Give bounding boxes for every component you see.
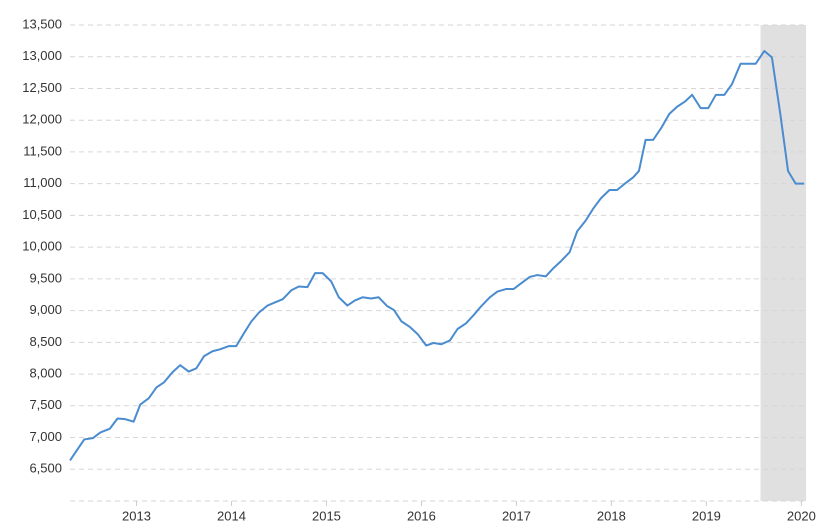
x-tick-label: 2019 xyxy=(692,508,721,523)
y-tick-label: 11,000 xyxy=(23,175,62,190)
x-tick-label: 2018 xyxy=(597,508,626,523)
y-tick-label: 9,000 xyxy=(29,302,62,317)
y-tick-label: 7,500 xyxy=(29,397,62,412)
x-tick-label: 2015 xyxy=(312,508,341,523)
y-tick-label: 13,500 xyxy=(22,16,62,31)
y-tick-label: 12,000 xyxy=(22,112,62,127)
x-tick-label: 2020 xyxy=(787,508,816,523)
x-tick-label: 2017 xyxy=(502,508,531,523)
y-tick-label: 7,000 xyxy=(29,429,62,444)
y-tick-label: 12,500 xyxy=(22,80,62,95)
x-tick-label: 2016 xyxy=(407,508,436,523)
shaded-region xyxy=(760,25,807,501)
y-tick-label: 10,000 xyxy=(22,239,62,254)
y-tick-label: 8,500 xyxy=(29,334,62,349)
y-tick-label: 9,500 xyxy=(29,270,62,285)
y-tick-label: 10,500 xyxy=(22,207,62,222)
x-tick-label: 2013 xyxy=(122,508,151,523)
data-line xyxy=(69,50,805,461)
x-tick-label: 2014 xyxy=(217,508,246,523)
y-tick-label: 13,000 xyxy=(22,48,62,63)
y-tick-label: 6,500 xyxy=(29,461,62,476)
y-tick-label: 8,000 xyxy=(29,366,62,381)
y-tick-label: 11,500 xyxy=(23,143,62,158)
